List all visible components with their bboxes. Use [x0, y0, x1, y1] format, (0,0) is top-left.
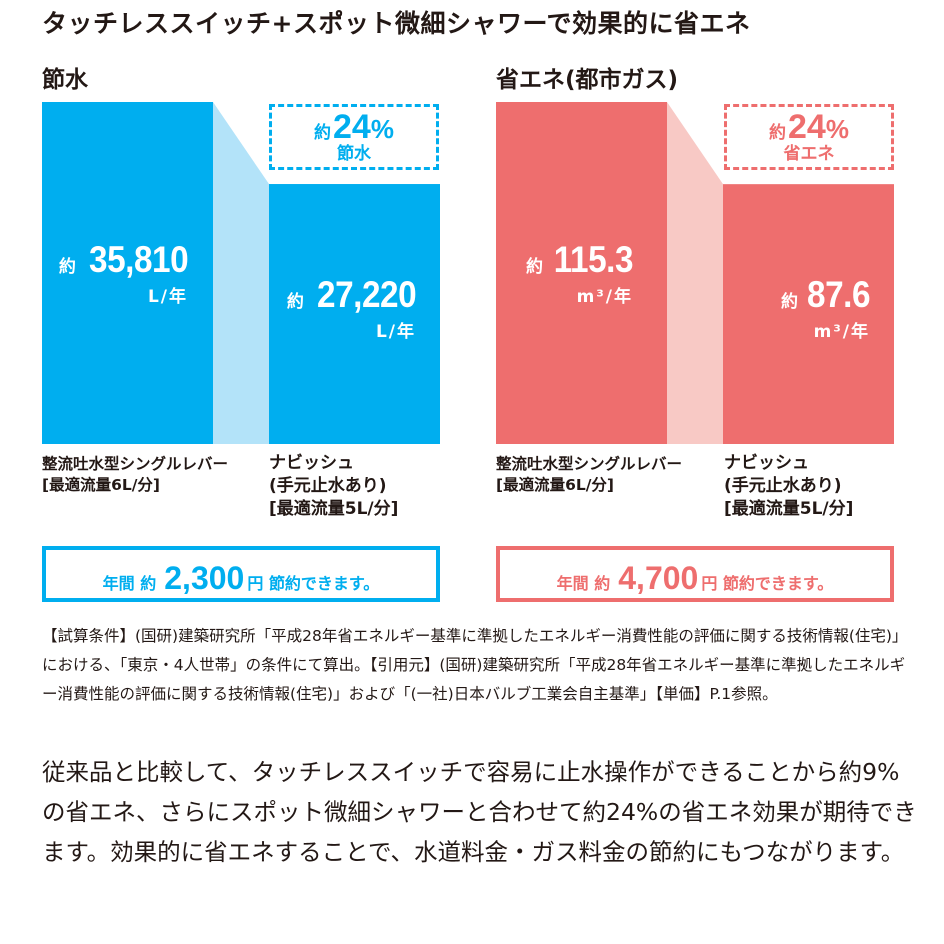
water-bar-conventional — [42, 102, 213, 444]
page-heading: タッチレススイッチ+スポット微細シャワーで効果的に省エネ — [42, 9, 751, 38]
gas-cat2-line3: [最適流量5L/分] — [724, 499, 854, 519]
water-bar2-prefix: 約 — [286, 292, 304, 312]
water-category-navish: ナビッシュ (手元止水あり) [最適流量5L/分] — [269, 452, 398, 521]
gas-category-conventional: 整流吐水型シングルレバー [最適流量6L/分] — [496, 454, 682, 496]
gas-bar1-prefix: 約 — [525, 257, 543, 277]
gas-annual-saving-box: 年間 約 4,700 円 節約できます。 — [496, 546, 894, 602]
gas-saving-percent: 24 — [788, 108, 826, 146]
water-bar1-label: 約 35,810 L/年 — [58, 239, 189, 308]
gas-bar2-value: 87.6 — [806, 274, 870, 315]
water-bar2-value: 27,220 — [316, 274, 417, 315]
water-result-prefix: 年間 約 — [102, 574, 157, 593]
water-bar1-unit: L/年 — [147, 287, 188, 307]
gas-chart-title: 省エネ(都市ガス) — [496, 67, 679, 93]
body-text: 従来品と比較して、タッチレススイッチで容易に止水操作ができることから約9%の省エ… — [42, 758, 917, 866]
gas-saving-prefix: 約 — [769, 123, 787, 143]
gas-connector — [667, 102, 723, 444]
gas-bar2-label: 約 87.6 m³/年 — [780, 274, 870, 343]
water-cat2-line2: (手元止水あり) — [269, 476, 387, 496]
water-bar2-label: 約 27,220 L/年 — [286, 274, 417, 343]
gas-result-amount: 4,700 — [618, 560, 699, 596]
gas-cat1-line1: 整流吐水型シングルレバー — [496, 455, 683, 473]
gas-bar-conventional — [496, 102, 667, 444]
gas-category-navish: ナビッシュ (手元止水あり) [最適流量5L/分] — [724, 452, 853, 521]
gas-saving-badge: 約 24 % 省エネ — [724, 104, 894, 170]
water-bar-navish — [269, 184, 440, 445]
water-bar2-unit: L/年 — [375, 322, 416, 342]
gas-bar-navish — [723, 184, 894, 444]
water-chart-title: 節水 — [42, 67, 88, 93]
water-bar1-value: 35,810 — [88, 239, 189, 280]
gas-bar2-prefix: 約 — [780, 292, 798, 312]
gas-cat2-line2: (手元止水あり) — [724, 476, 842, 496]
water-connector — [213, 102, 269, 444]
water-chart — [42, 102, 440, 445]
gas-bar2-unit: m³/年 — [813, 322, 870, 342]
gas-cat2-line1: ナビッシュ — [724, 453, 809, 473]
water-cat1-line2: [最適流量6L/分] — [42, 476, 160, 494]
gas-bar1-label: 約 115.3 m³/年 — [525, 239, 634, 308]
gas-cat1-line2: [最適流量6L/分] — [496, 476, 614, 494]
gas-result-suffix: 円 節約できます。 — [701, 574, 834, 593]
water-saving-percent-sign: % — [370, 114, 394, 144]
water-cat2-line3: [最適流量5L/分] — [269, 499, 399, 519]
gas-result-prefix: 年間 約 — [556, 574, 611, 593]
gas-chart — [496, 102, 894, 444]
water-saving-badge: 約 24 % 節水 — [269, 104, 439, 170]
water-category-conventional: 整流吐水型シングルレバー [最適流量6L/分] — [42, 454, 228, 496]
water-saving-percent: 24 — [333, 108, 371, 146]
gas-saving-percent-sign: % — [825, 114, 849, 144]
water-result-amount: 2,300 — [164, 560, 245, 596]
water-annual-saving-box: 年間 約 2,300 円 節約できます。 — [42, 546, 440, 602]
gas-bar1-unit: m³/年 — [576, 287, 633, 307]
gas-bar1-value: 115.3 — [553, 239, 634, 280]
gas-saving-label: 省エネ — [783, 144, 835, 164]
footnote: 【試算条件】(国研)建築研究所「平成28年省エネルギー基準に準拠したエネルギー消… — [42, 627, 908, 703]
water-cat2-line1: ナビッシュ — [269, 453, 354, 473]
water-cat1-line1: 整流吐水型シングルレバー — [42, 455, 229, 473]
water-bar1-prefix: 約 — [58, 257, 76, 277]
water-saving-prefix: 約 — [314, 123, 332, 143]
water-saving-label: 節水 — [337, 144, 371, 164]
water-result-suffix: 円 節約できます。 — [247, 574, 380, 593]
